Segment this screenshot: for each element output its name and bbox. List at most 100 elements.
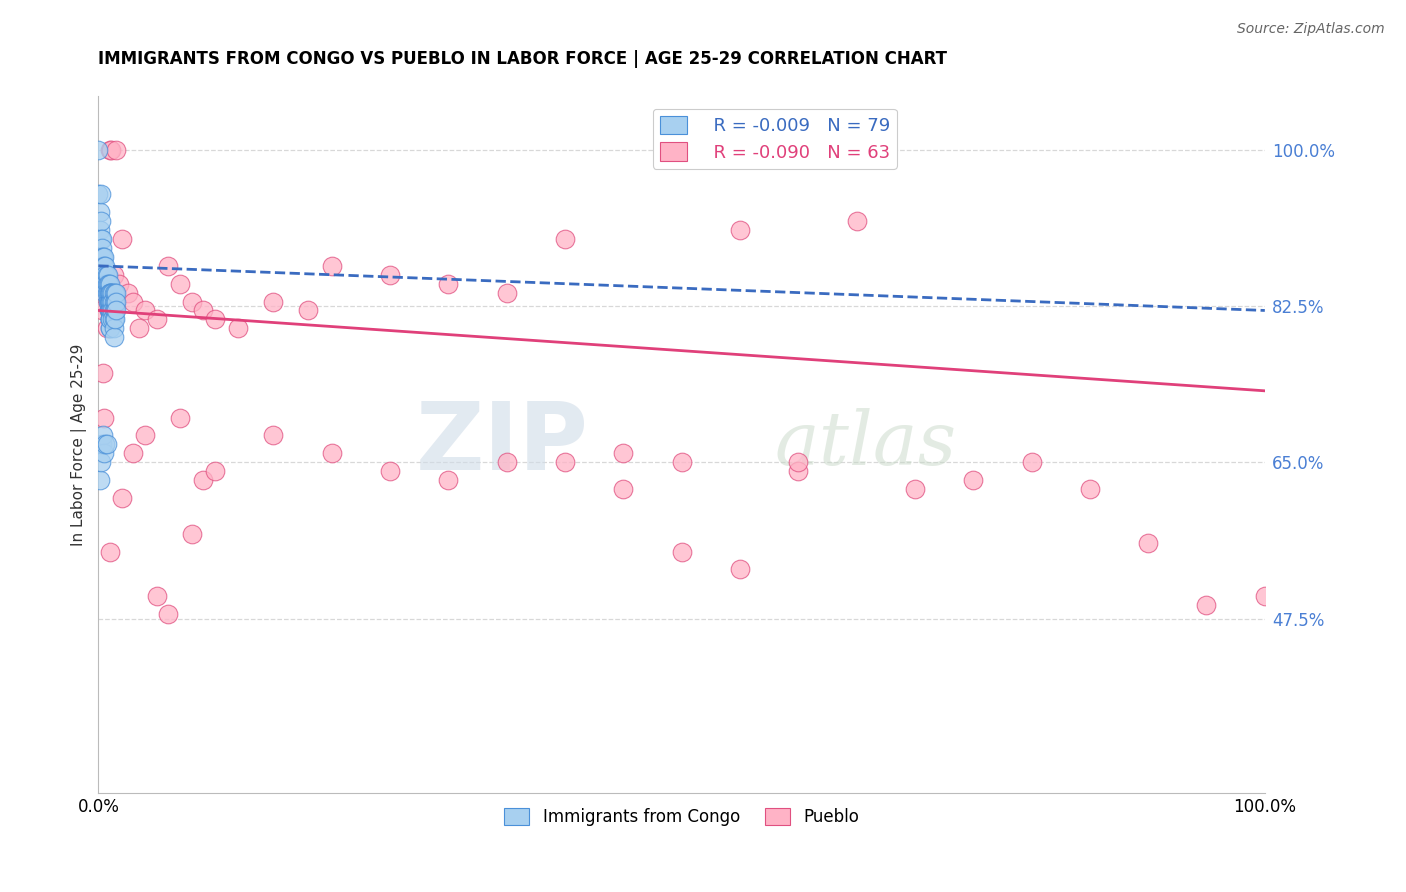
Point — [98, 321, 121, 335]
Point — [104, 285, 127, 300]
Point — [1195, 598, 1218, 612]
Y-axis label: In Labor Force | Age 25-29: In Labor Force | Age 25-29 — [72, 343, 87, 546]
Point — [98, 294, 121, 309]
Point — [91, 268, 114, 282]
Point — [97, 294, 120, 309]
Text: Source: ZipAtlas.com: Source: ZipAtlas.com — [1237, 22, 1385, 37]
Point — [94, 285, 117, 300]
Point — [101, 312, 124, 326]
Point — [91, 250, 114, 264]
Point — [111, 491, 134, 505]
Point — [962, 473, 984, 487]
Point — [90, 455, 112, 469]
Point — [104, 143, 127, 157]
Point — [98, 294, 121, 309]
Point — [108, 277, 131, 291]
Point — [93, 268, 115, 282]
Point — [671, 455, 693, 469]
Point — [93, 410, 115, 425]
Point — [495, 285, 517, 300]
Point — [787, 464, 810, 478]
Point — [612, 446, 634, 460]
Point — [89, 205, 111, 219]
Point — [96, 437, 118, 451]
Point — [98, 294, 121, 309]
Point — [101, 294, 124, 309]
Point — [98, 303, 121, 318]
Point — [90, 268, 112, 282]
Point — [94, 259, 117, 273]
Point — [91, 259, 114, 273]
Point — [97, 285, 120, 300]
Point — [103, 303, 125, 318]
Point — [1254, 589, 1277, 603]
Point — [1137, 535, 1160, 549]
Point — [122, 446, 145, 460]
Text: IMMIGRANTS FROM CONGO VS PUEBLO IN LABOR FORCE | AGE 25-29 CORRELATION CHART: IMMIGRANTS FROM CONGO VS PUEBLO IN LABOR… — [98, 50, 948, 69]
Point — [98, 294, 121, 309]
Point — [90, 303, 112, 318]
Point — [103, 330, 125, 344]
Point — [97, 303, 120, 318]
Point — [904, 482, 927, 496]
Point — [98, 312, 121, 326]
Point — [104, 303, 127, 318]
Point — [100, 285, 122, 300]
Point — [193, 303, 215, 318]
Point — [100, 303, 122, 318]
Point — [97, 268, 120, 282]
Point — [91, 366, 114, 380]
Point — [180, 294, 202, 309]
Point — [90, 232, 112, 246]
Point — [94, 437, 117, 451]
Point — [91, 428, 114, 442]
Point — [98, 544, 121, 558]
Point — [297, 303, 319, 318]
Point — [262, 428, 284, 442]
Point — [104, 312, 127, 326]
Point — [90, 241, 112, 255]
Point — [98, 285, 121, 300]
Legend: Immigrants from Congo, Pueblo: Immigrants from Congo, Pueblo — [498, 802, 866, 833]
Point — [89, 223, 111, 237]
Point — [134, 428, 156, 442]
Point — [103, 268, 125, 282]
Point — [90, 232, 112, 246]
Text: ZIP: ZIP — [415, 399, 588, 491]
Point — [204, 464, 226, 478]
Point — [97, 285, 120, 300]
Point — [671, 544, 693, 558]
Point — [228, 321, 250, 335]
Point — [100, 294, 122, 309]
Point — [98, 312, 121, 326]
Point — [728, 562, 751, 576]
Point — [134, 303, 156, 318]
Point — [193, 473, 215, 487]
Point — [169, 277, 191, 291]
Point — [93, 250, 115, 264]
Point — [104, 294, 127, 309]
Point — [104, 294, 127, 309]
Point — [104, 303, 127, 318]
Point — [98, 285, 121, 300]
Point — [94, 285, 117, 300]
Point — [204, 312, 226, 326]
Point — [845, 214, 868, 228]
Point — [98, 321, 121, 335]
Point — [437, 473, 460, 487]
Point — [378, 464, 401, 478]
Point — [90, 437, 112, 451]
Point — [90, 187, 112, 202]
Point — [98, 303, 121, 318]
Point — [87, 143, 110, 157]
Point — [103, 285, 125, 300]
Point — [103, 321, 125, 335]
Point — [103, 312, 125, 326]
Point — [728, 223, 751, 237]
Point — [97, 294, 120, 309]
Point — [180, 526, 202, 541]
Point — [97, 277, 120, 291]
Point — [145, 589, 167, 603]
Point — [378, 268, 401, 282]
Point — [122, 294, 145, 309]
